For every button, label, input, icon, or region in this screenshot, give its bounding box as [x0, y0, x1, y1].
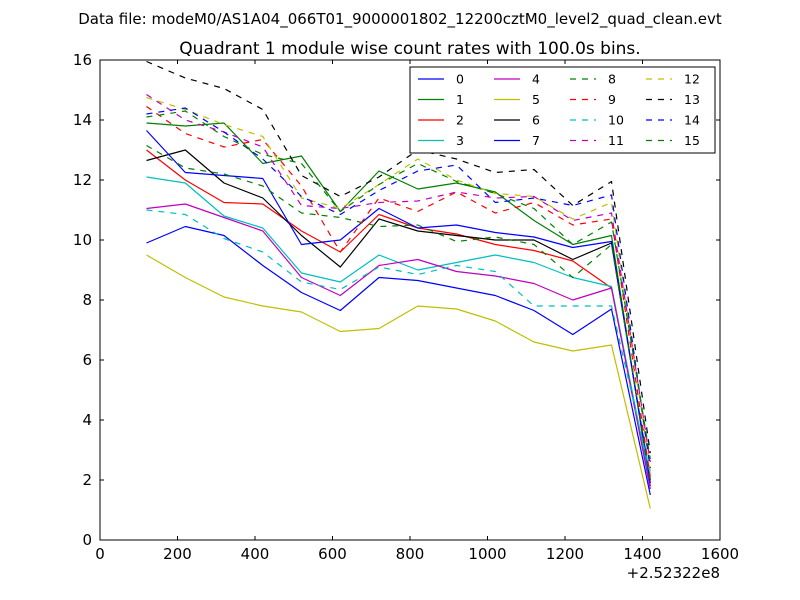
series-line-14: [146, 107, 651, 469]
series-line-11: [146, 93, 651, 463]
x-offset-label: +2.52322e8: [627, 564, 720, 582]
x-tick-label: 1200: [546, 545, 584, 563]
series-line-7: [146, 130, 651, 484]
x-tick-label: 600: [318, 545, 347, 563]
x-tick-label: 800: [396, 545, 425, 563]
y-tick-label: 14: [73, 111, 92, 129]
series-line-6: [146, 149, 651, 481]
legend-label-12: 12: [684, 72, 700, 87]
legend-label-2: 2: [456, 113, 464, 128]
chart-title: Quadrant 1 module wise count rates with …: [179, 39, 640, 59]
legend-label-13: 13: [684, 92, 700, 107]
x-tick-label: 200: [163, 545, 192, 563]
y-tick-label: 16: [73, 51, 92, 69]
legend-label-9: 9: [608, 92, 616, 107]
x-tick-label: 400: [241, 545, 270, 563]
legend-label-7: 7: [532, 133, 540, 148]
legend-label-15: 15: [684, 133, 700, 148]
y-tick-label: 6: [82, 351, 92, 369]
legend-label-4: 4: [532, 72, 540, 87]
series-line-1: [146, 122, 651, 487]
legend-label-14: 14: [684, 113, 700, 128]
y-tick-label: 10: [73, 231, 92, 249]
series-layer: [146, 60, 651, 509]
y-tick-label: 2: [82, 471, 92, 489]
legend-label-10: 10: [608, 113, 624, 128]
series-line-0: [146, 225, 651, 496]
x-tick-label: 1400: [623, 545, 661, 563]
legend-label-11: 11: [608, 133, 624, 148]
series-line-10: [146, 209, 651, 475]
series-line-2: [146, 149, 651, 487]
y-tick-label: 0: [82, 531, 92, 549]
series-line-4: [146, 203, 651, 490]
legend-box: [409, 66, 716, 154]
x-tick-label: 0: [95, 545, 105, 563]
legend-label-8: 8: [608, 72, 616, 87]
y-tick-label: 12: [73, 171, 92, 189]
series-line-5: [146, 254, 651, 509]
chart-suptitle: Data file: modeM0/AS1A04_066T01_90000018…: [78, 10, 722, 29]
series-line-13: [146, 60, 651, 454]
legend-label-5: 5: [532, 92, 540, 107]
y-tick-label: 8: [82, 291, 92, 309]
legend-label-6: 6: [532, 113, 540, 128]
legend-label-1: 1: [456, 92, 464, 107]
x-tick-label: 1600: [701, 545, 739, 563]
series-line-12: [146, 96, 651, 472]
legend-label-3: 3: [456, 133, 464, 148]
ticks-layer: 0 200 400 600 800 1000 1200 1400 160002468101214…: [73, 51, 739, 563]
series-line-9: [146, 106, 651, 478]
y-tick-label: 4: [82, 411, 92, 429]
x-tick-label: 1000: [468, 545, 506, 563]
legend-label-0: 0: [456, 72, 464, 87]
